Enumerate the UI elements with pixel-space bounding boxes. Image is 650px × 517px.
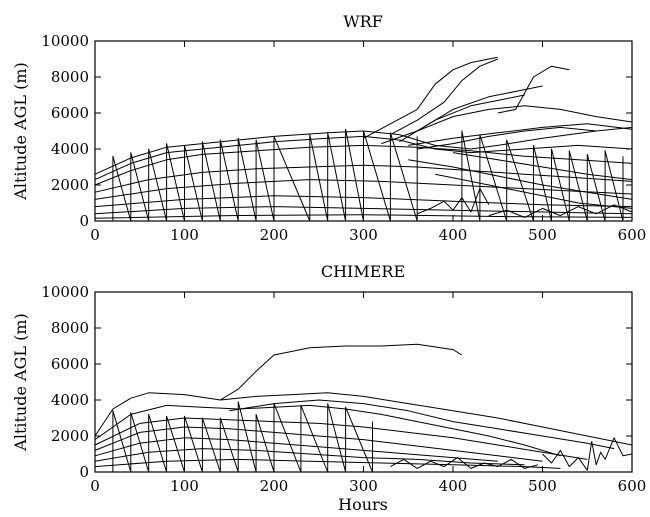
wrf-y-tick-label: 0	[79, 212, 89, 230]
chimere-x-tick-label: 0	[90, 477, 100, 495]
wrf-trajectory-line-11	[497, 65, 570, 114]
chimere-panel: CHIMERE 0 100 200 300 400 500 6000200040006000…	[11, 262, 646, 514]
wrf-y-tick-label: 2000	[51, 176, 89, 194]
chimere-x-axis-label: Hours	[338, 495, 388, 514]
wrf-trajectory-line-14	[381, 105, 633, 145]
wrf-x-tick-label: 300	[349, 226, 378, 244]
chimere-trajectory-line-2	[94, 392, 633, 446]
chimere-trajectory-line-6	[94, 426, 543, 462]
wrf-trajectory-line-13	[399, 94, 525, 143]
chimere-trajectory-line-10	[112, 401, 373, 473]
chimere-y-tick-label: 10000	[41, 283, 89, 301]
chimere-trajectory-line-11	[390, 457, 539, 469]
chimere-y-tick-label: 4000	[51, 391, 89, 409]
wrf-y-tick-label: 6000	[51, 104, 89, 122]
wrf-plot-frame	[94, 40, 633, 222]
chimere-y-tick-label: 2000	[51, 427, 89, 445]
chimere-trajectory-line-7	[94, 437, 498, 462]
chimere-series-group	[94, 343, 633, 473]
chimere-x-tick-label: 200	[260, 477, 289, 495]
wrf-x-tick-label: 200	[260, 226, 289, 244]
wrf-trajectory-line-5	[94, 179, 633, 200]
wrf-trajectory-line-15	[408, 123, 633, 146]
wrf-trajectory-line-17	[452, 152, 633, 181]
chimere-x-tick-label: 600	[618, 477, 647, 495]
wrf-trajectory-line-12	[416, 85, 543, 132]
wrf-series-group	[94, 56, 633, 222]
wrf-trajectory-line-20	[112, 128, 418, 222]
chimere-trajectory-line-12	[542, 437, 633, 471]
wrf-panel: WRF 0 100 200 300 400 500 60002000400060008000…	[11, 12, 646, 244]
chimere-y-tick-label: 8000	[51, 319, 89, 337]
chimere-ticks: 0 100 200 300 400 500 600020004000600080001000…	[41, 283, 646, 495]
wrf-y-tick-label: 10000	[41, 32, 89, 50]
wrf-x-tick-label: 400	[439, 226, 468, 244]
chimere-title: CHIMERE	[321, 262, 405, 281]
chimere-trajectory-line-4	[229, 399, 615, 450]
chimere-trajectory-line-1	[220, 343, 463, 401]
chimere-plot-frame	[94, 291, 633, 473]
wrf-y-axis-label: Altitude AGL (m)	[11, 62, 30, 200]
wrf-y-tick-label: 8000	[51, 68, 89, 86]
chimere-y-tick-label: 0	[79, 463, 89, 481]
wrf-trajectory-line-23	[488, 204, 633, 218]
wrf-trajectory-line-16	[417, 126, 597, 150]
wrf-trajectory-line-19	[435, 173, 633, 209]
chimere-x-tick-label: 100	[170, 477, 199, 495]
chimere-x-tick-label: 400	[439, 477, 468, 495]
wrf-trajectory-line-9	[363, 56, 498, 139]
wrf-trajectory-line-10	[390, 58, 498, 136]
wrf-trajectory-line-22	[417, 188, 490, 215]
wrf-x-tick-label: 0	[90, 226, 100, 244]
wrf-x-tick-label: 600	[618, 226, 647, 244]
chimere-x-tick-label: 300	[349, 477, 378, 495]
chimere-x-tick-label: 500	[528, 477, 557, 495]
chimere-trajectory-line-5	[94, 417, 588, 460]
wrf-y-tick-label: 4000	[51, 140, 89, 158]
wrf-x-tick-label: 500	[528, 226, 557, 244]
chimere-y-axis-label: Altitude AGL (m)	[11, 313, 30, 451]
wrf-x-tick-label: 100	[170, 226, 199, 244]
chimere-y-tick-label: 6000	[51, 355, 89, 373]
wrf-title: WRF	[343, 12, 383, 31]
wrf-ticks: 0 100 200 300 400 500 600020004000600080001000…	[41, 32, 646, 244]
